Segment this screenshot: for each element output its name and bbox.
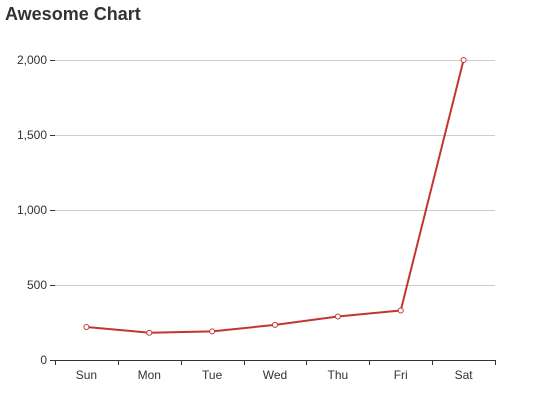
series-layer [83,57,467,336]
y-tick-label: 1,500 [17,128,47,142]
grid-lines [55,60,495,286]
x-tick-label: Sun [76,368,97,382]
chart-title: Awesome Chart [5,4,141,24]
x-tick-label: Sat [455,368,474,382]
y-tick-label: 2,000 [17,53,47,67]
data-point [83,324,90,330]
data-point [272,321,278,328]
x-tick-label: Fri [394,368,408,382]
y-tick-label: 0 [40,353,47,367]
y-axis-labels: 0 500 1,000 1,500 2,000 [17,53,55,367]
data-point [209,328,216,335]
x-tick-label: Mon [138,368,161,382]
data-point [334,313,341,320]
x-axis [55,360,496,365]
y-tick-label: 500 [27,278,47,292]
data-point [146,329,153,336]
x-axis-labels: Sun Mon Tue Wed Thu Fri Sat [76,368,473,382]
x-tick-label: Wed [263,368,287,382]
y-tick-label: 1,000 [17,203,47,217]
data-point [460,57,467,63]
x-tick-label: Tue [202,368,223,382]
series-line [86,59,465,334]
x-tick-label: Thu [328,368,349,382]
data-point [397,307,404,314]
